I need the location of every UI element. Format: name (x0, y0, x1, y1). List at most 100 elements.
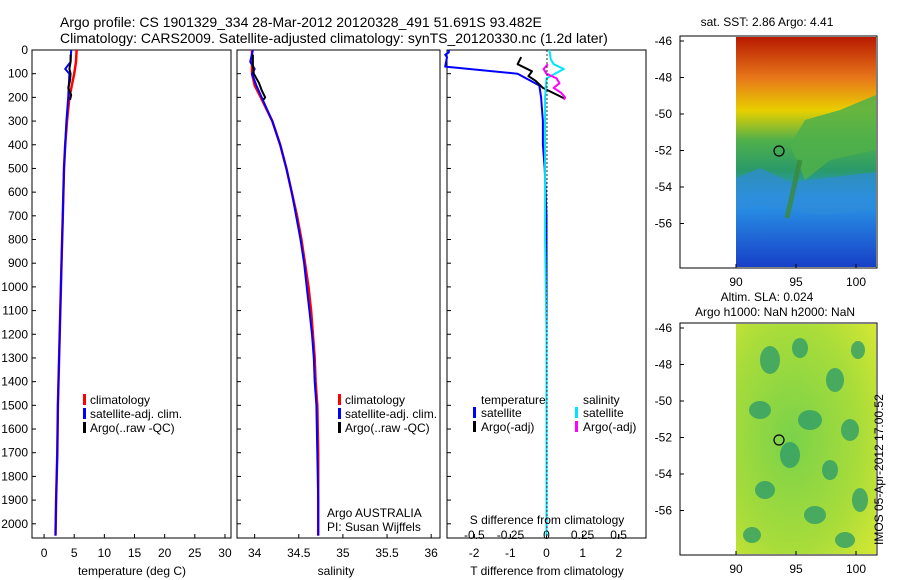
depth-axis: 0 100 200 300 400 500 600 700 800 900 1000 1100 1200… (1, 43, 451, 531)
depth-tick-label: 1800 (1, 469, 28, 483)
map-y-tick-label: -54 (655, 467, 673, 481)
map-y-tick-label: -46 (655, 321, 673, 335)
temperature-satellite-line (54, 49, 73, 536)
legend-label: Argo(-adj) (583, 420, 636, 434)
depth-tick-label: 1900 (1, 493, 28, 507)
sst-filament (784, 159, 803, 219)
map-y-tick-label: -46 (655, 34, 673, 48)
depth-tick-label: 1100 (2, 304, 28, 318)
legend-swatch-blue (83, 408, 86, 419)
legend-label: satellite (583, 406, 624, 420)
depth-tick-label: 100 (8, 67, 28, 81)
legend-label: Argo(..raw -QC) (90, 421, 175, 435)
depth-tick-label: 1400 (1, 375, 28, 389)
x-tick-label: 15 (128, 546, 142, 560)
x-tick-label: 0.25 (571, 528, 595, 542)
depth-tick-label: 200 (8, 90, 28, 104)
depth-tick-label: 1500 (1, 398, 28, 412)
chart-title-line1: Argo profile: CS 1901329_334 28-Mar-2012… (60, 14, 542, 30)
salinity-x-axis: 34 34.5 35 35.5 36 (248, 534, 438, 560)
legend-title-salinity: salinity (583, 393, 620, 407)
legend-swatch-red (83, 394, 86, 405)
profile-series (54, 49, 567, 536)
sst-map-title: sat. SST: 2.86 Argo: 4.41 (701, 15, 834, 29)
sst-map-y-axis: -46 -48 -50 -52 -54 -56 (655, 34, 684, 231)
map-y-tick-label: -48 (655, 358, 673, 372)
argo-position-marker (773, 145, 785, 157)
x-tick-label: 0 (41, 546, 48, 560)
depth-tick-label: 300 (8, 114, 28, 128)
depth-tick-label: 400 (8, 138, 28, 152)
salinity-diff-satellite-line (544, 49, 565, 536)
map-y-tick-label: -52 (655, 431, 673, 445)
temperature-diff-satellite-line (444, 50, 548, 536)
sst-map-x-axis: 90 95 100 (729, 264, 866, 289)
temperature-x-label: temperature (deg C) (78, 564, 186, 578)
salinity-x-label: salinity (318, 564, 355, 578)
x-tick-label: 20 (158, 546, 172, 560)
principal-investigator: PI: Susan Wijffels (327, 520, 421, 534)
depth-tick-label: 900 (8, 256, 28, 270)
salinity-panel-frame (236, 49, 441, 539)
legend-label: satellite (481, 406, 522, 420)
x-tick-label: 30 (218, 546, 232, 560)
x-tick-label: -0.25 (497, 528, 525, 542)
depth-tick-label: 1700 (1, 446, 28, 460)
salinity-legend: climatology satellite-adj. clim. Argo(..… (327, 393, 437, 534)
x-tick-label: 36 (424, 546, 438, 560)
temperature-argo-line (67, 54, 73, 100)
map-y-tick-label: -50 (655, 107, 673, 121)
depth-tick-label: 700 (8, 209, 28, 223)
x-tick-label: 34.5 (287, 546, 311, 560)
x-tick-label: -0.5 (464, 528, 485, 542)
legend-title-temperature: temperature (481, 393, 546, 407)
legend-swatch-cyan (575, 407, 578, 418)
temperature-x-axis: 0 5 10 15 20 25 30 (41, 534, 232, 560)
x-tick-label: 2 (616, 546, 623, 560)
depth-tick-label: 0 (21, 43, 28, 57)
map-x-tick-label: 95 (789, 275, 803, 289)
depth-tick-label: 800 (8, 233, 28, 247)
map-y-tick-label: -48 (655, 71, 673, 85)
legend-swatch-black (338, 422, 341, 433)
sst-cold-band (736, 168, 876, 215)
legend-swatch-black (83, 422, 86, 433)
map-x-tick-label: 100 (846, 562, 866, 576)
x-tick-label: -2 (469, 546, 480, 560)
depth-tick-label: 2000 (1, 517, 28, 531)
legend-label: climatology (345, 393, 405, 407)
x-tick-label: 34 (248, 546, 262, 560)
map-y-tick-label: -50 (655, 394, 673, 408)
temperature-diff-argo-line (516, 56, 566, 100)
sla-map-title-2: Argo h1000: NaN h2000: NaN (695, 305, 855, 319)
sla-map-y-axis: -46 -48 -50 -52 -54 -56 (655, 321, 684, 518)
x-tick-label: 25 (188, 546, 202, 560)
map-x-tick-label: 90 (729, 275, 743, 289)
sla-map-title-1: Altim. SLA: 0.024 (721, 290, 814, 304)
map-x-tick-label: 100 (846, 275, 866, 289)
legend-swatch-black (473, 421, 476, 432)
salinity-diff-argo-line (542, 63, 567, 101)
legend-swatch-blue (473, 407, 476, 418)
difference-x-label: T difference from climatology (470, 564, 624, 578)
depth-tick-label: 1300 (1, 351, 28, 365)
x-tick-label: 5 (71, 546, 78, 560)
depth-tick-label: 1600 (1, 422, 28, 436)
map-y-tick-label: -54 (655, 180, 673, 194)
sla-eddies (743, 338, 868, 548)
x-tick-label: -1 (505, 546, 516, 560)
legend-label: satellite-adj. clim. (345, 407, 437, 421)
legend-label: Argo(-adj) (481, 420, 534, 434)
map-y-tick-label: -56 (655, 504, 673, 518)
difference-legend: temperature salinity satellite Argo(-adj… (473, 393, 636, 434)
x-tick-label: 10 (98, 546, 112, 560)
legend-label: Argo(..raw -QC) (345, 421, 430, 435)
legend-swatch-magenta (575, 421, 578, 432)
depth-tick-label: 500 (8, 161, 28, 175)
x-tick-label: 35.5 (375, 546, 399, 560)
temperature-legend: climatology satellite-adj. clim. Argo(..… (83, 393, 182, 435)
x-tick-label: 0.5 (610, 528, 627, 542)
imos-timestamp: IMOS 05-Apr-2012 17:00:52 (872, 394, 886, 545)
map-x-tick-label: 95 (789, 562, 803, 576)
